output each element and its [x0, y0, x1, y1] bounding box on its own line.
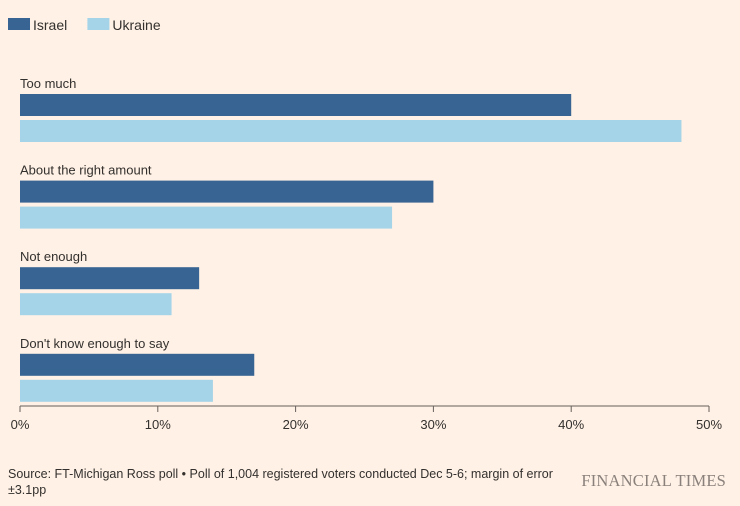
- category-label: Too much: [20, 76, 76, 91]
- category-label: Don't know enough to say: [20, 336, 170, 351]
- x-tick-label: 20%: [283, 417, 309, 432]
- legend-swatch-israel: [8, 18, 30, 30]
- legend-label-israel: Israel: [33, 17, 67, 33]
- x-tick-label: 40%: [558, 417, 584, 432]
- ft-logo: FINANCIAL TIMES: [581, 471, 726, 490]
- source-note: Source: FT-Michigan Ross poll • Poll of …: [8, 467, 553, 497]
- bar-ukraine-not-enough: [20, 293, 172, 316]
- bar-israel-about-the-right-amount: [20, 180, 434, 203]
- bar-ukraine-too-much: [20, 120, 682, 142]
- category-label: Not enough: [20, 249, 87, 264]
- x-tick-label: 10%: [145, 417, 171, 432]
- bar-ukraine-don-t-know-enough-to-say: [20, 379, 213, 402]
- x-tick-label: 0%: [11, 417, 30, 432]
- category-label: About the right amount: [20, 163, 152, 178]
- x-tick-label: 30%: [420, 417, 446, 432]
- legend-swatch-ukraine: [87, 18, 110, 30]
- bar-israel-not-enough: [20, 267, 200, 290]
- bar-israel-too-much: [20, 94, 572, 116]
- bar-ukraine-about-the-right-amount: [20, 206, 393, 229]
- x-tick-label: 50%: [696, 417, 722, 432]
- legend-label-ukraine: Ukraine: [112, 17, 160, 33]
- bar-israel-don-t-know-enough-to-say: [20, 353, 255, 376]
